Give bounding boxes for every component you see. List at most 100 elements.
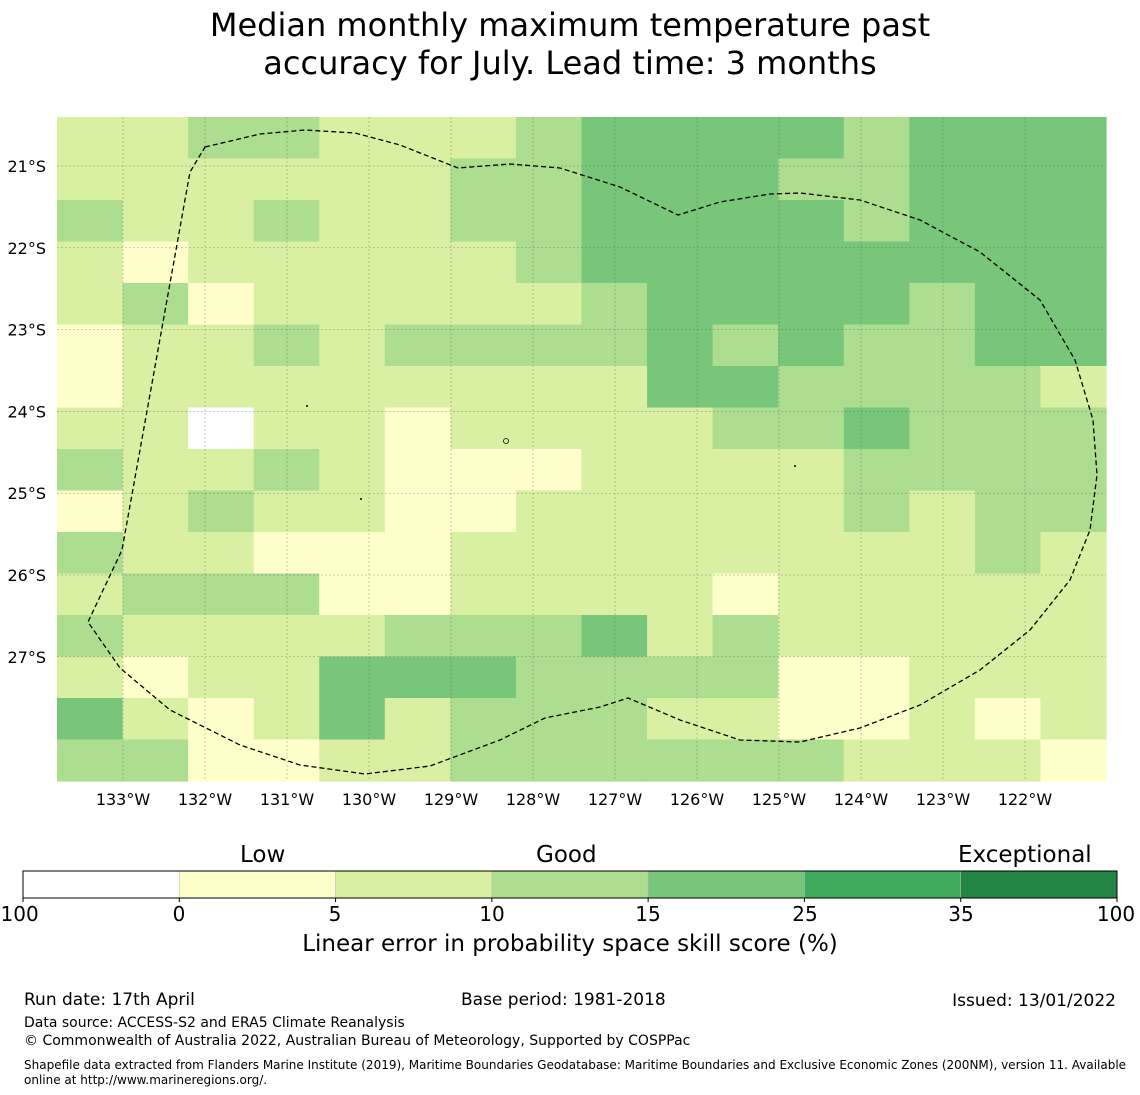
grid-cell (712, 698, 779, 741)
graticule (57, 117, 1106, 781)
latitude-label: 24°S (7, 402, 46, 421)
grid-cell (319, 532, 386, 575)
grid-cell (647, 449, 714, 492)
grid-cell (188, 573, 255, 616)
grid-cell (188, 241, 255, 284)
latitude-label: 23°S (7, 321, 46, 340)
grid-cell (57, 324, 124, 367)
grid-cell (1040, 532, 1107, 575)
island (360, 498, 362, 500)
grid-cell (974, 158, 1042, 201)
grid-cell (647, 698, 714, 741)
grid-cell (843, 117, 910, 160)
grid-cell (188, 532, 255, 575)
grid-cell (909, 366, 976, 409)
grid-cell (581, 532, 648, 575)
grid-cell (450, 117, 517, 160)
grid-cell (57, 366, 124, 409)
grid-cell (450, 324, 517, 367)
grid-cell (450, 449, 517, 492)
grid-cell (581, 283, 648, 326)
grid-cell (843, 449, 910, 492)
grid-cell (122, 449, 189, 492)
grid-cell (712, 739, 779, 782)
grid-cell (909, 698, 976, 741)
grid-cell (647, 573, 714, 616)
colorbar-tick-label: 35 (948, 902, 974, 926)
grid-cell (384, 532, 451, 575)
colorbar-segment (179, 870, 336, 899)
grid-cell (974, 449, 1042, 492)
grid-cell (647, 324, 714, 367)
longitude-label: 126°W (670, 790, 725, 809)
grid-cell (122, 283, 189, 326)
grid-cell (843, 739, 910, 782)
grid-cell (122, 698, 189, 741)
grid-cell (188, 158, 255, 201)
grid-cell (974, 200, 1042, 243)
grid-cell (909, 449, 976, 492)
grid-cells (57, 117, 1107, 782)
grid-cell (515, 615, 583, 658)
grid-cell (778, 241, 845, 284)
grid-cell (188, 117, 255, 160)
grid-cell (1040, 615, 1107, 658)
grid-cell (1040, 366, 1107, 409)
grid-cell (450, 573, 517, 616)
colorbar-tick-label: 10 (479, 902, 505, 926)
grid-cell (188, 366, 255, 409)
run-date: Run date: 17th April (24, 990, 195, 1010)
grid-cell (647, 739, 714, 782)
grid-cell (319, 698, 386, 741)
latitude-label: 27°S (7, 648, 46, 667)
grid-cell (974, 283, 1042, 326)
grid-cell (778, 283, 845, 326)
grid-cell (319, 449, 386, 492)
grid-cell (122, 656, 189, 699)
grid-cell (515, 324, 583, 367)
grid-cell (647, 158, 714, 201)
grid-cell (319, 615, 386, 658)
grid-cell (319, 158, 386, 201)
grid-cell (450, 366, 517, 409)
island (503, 438, 509, 444)
grid-cell (712, 532, 779, 575)
grid-cell (909, 283, 976, 326)
island (306, 405, 308, 407)
longitude-label: 124°W (834, 790, 889, 809)
grid-cell (57, 158, 124, 201)
grid-cell (712, 490, 779, 533)
grid-cell (647, 532, 714, 575)
grid-cell (909, 241, 976, 284)
grid-cell (384, 449, 451, 492)
eez-boundary (87, 129, 1098, 775)
longitude-label: 129°W (424, 790, 479, 809)
grid-cell (515, 200, 583, 243)
grid-cell (778, 407, 845, 450)
grid-cell (647, 656, 714, 699)
colorbar-title: Linear error in probability space skill … (302, 931, 838, 957)
longitude-label: 127°W (588, 790, 643, 809)
grid-cell (778, 698, 845, 741)
grid-cell (188, 615, 255, 658)
grid-cell (57, 615, 124, 658)
grid-cell (319, 283, 386, 326)
grid-cell (515, 366, 583, 409)
grid-cell (712, 366, 779, 409)
grid-cell (57, 573, 124, 616)
grid-cell (57, 449, 124, 492)
colorbar-tick-label: 5 (328, 902, 342, 926)
grid-cell (57, 739, 124, 782)
grid-cell (384, 656, 451, 699)
grid-cell (319, 241, 386, 284)
grid-cell (778, 449, 845, 492)
grid-cell (712, 449, 779, 492)
grid-cell (974, 490, 1042, 533)
data-source: Data source: ACCESS-S2 and ERA5 Climate … (24, 1015, 405, 1031)
grid-cell (778, 615, 845, 658)
grid-cell (581, 200, 648, 243)
grid-cell (122, 324, 189, 367)
colorbar-segment (22, 870, 180, 899)
grid-cell (122, 532, 189, 575)
colorbar-segment (804, 870, 961, 899)
